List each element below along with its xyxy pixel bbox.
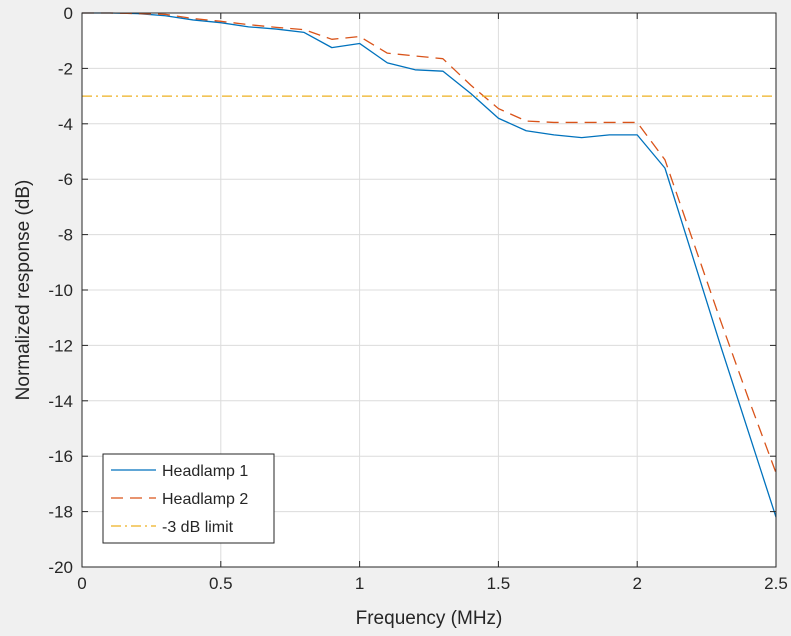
y-tick-label: -6 xyxy=(58,170,73,189)
legend-label-3: -3 dB limit xyxy=(162,519,234,536)
x-tick-labels: 0 0.5 1 1.5 2 2.5 xyxy=(77,574,788,593)
x-tick-label: 2 xyxy=(632,574,641,593)
series-line-2 xyxy=(82,12,777,474)
y-tick-label: -14 xyxy=(48,392,73,411)
y-tick-label: -20 xyxy=(48,558,73,577)
x-tick-label: 1.5 xyxy=(487,574,511,593)
y-tick-label: -18 xyxy=(48,503,73,522)
y-tick-label: -10 xyxy=(48,281,73,300)
x-tick-label: 0 xyxy=(77,574,86,593)
x-tick-label: 1 xyxy=(355,574,364,593)
y-tick-label: -8 xyxy=(58,226,73,245)
y-tick-label: -12 xyxy=(48,336,73,355)
x-tick-label: 2.5 xyxy=(764,574,788,593)
series-line-1 xyxy=(82,12,777,518)
legend-label-2: Headlamp 2 xyxy=(162,491,248,508)
x-tick-label: 0.5 xyxy=(209,574,233,593)
tick-marks xyxy=(81,12,777,568)
legend: Headlamp 1 Headlamp 2 -3 dB limit xyxy=(102,453,275,544)
y-tick-label: -2 xyxy=(58,59,73,78)
y-tick-label: -4 xyxy=(58,115,73,134)
y-tick-label: -16 xyxy=(48,447,73,466)
y-axis-label: Normalized response (dB) xyxy=(13,180,34,401)
x-axis-label: Frequency (MHz) xyxy=(356,608,503,629)
series-group xyxy=(82,12,777,518)
y-tick-label: 0 xyxy=(64,4,73,23)
legend-label-1: Headlamp 1 xyxy=(162,463,248,480)
y-tick-labels: -20-18-16-14-12-10-8-6-4-20 xyxy=(48,4,73,577)
